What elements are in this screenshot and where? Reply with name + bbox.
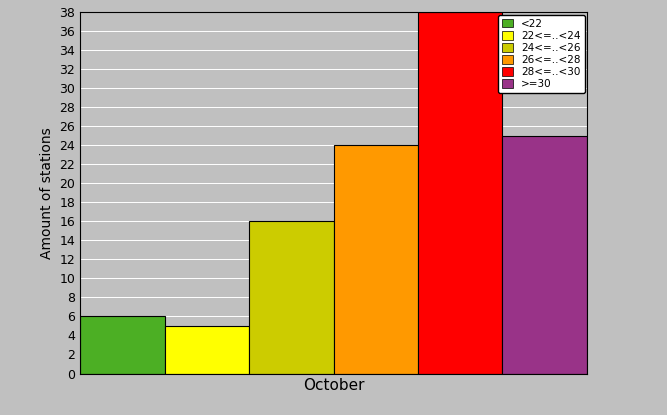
Bar	[334, 146, 418, 374]
Bar	[418, 12, 502, 374]
Bar	[165, 326, 249, 374]
Y-axis label: Amount of stations: Amount of stations	[40, 127, 54, 259]
Bar	[502, 136, 587, 374]
Legend: <22, 22<=..<24, 24<=..<26, 26<=..<28, 28<=..<30, >=30: <22, 22<=..<24, 24<=..<26, 26<=..<28, 28…	[498, 15, 585, 93]
Bar	[80, 317, 165, 374]
Bar	[249, 222, 334, 374]
